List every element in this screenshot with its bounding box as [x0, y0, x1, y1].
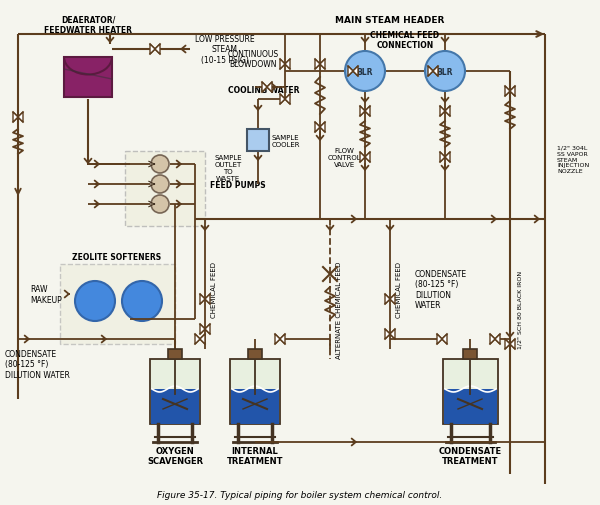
Text: CONDENSATE
(80-125 °F)
DILUTION
WATER: CONDENSATE (80-125 °F) DILUTION WATER — [415, 270, 467, 310]
Text: Figure 35-17. Typical piping for boiler system chemical control.: Figure 35-17. Typical piping for boiler … — [157, 490, 443, 499]
Polygon shape — [200, 294, 205, 305]
Circle shape — [122, 281, 162, 321]
Circle shape — [425, 52, 465, 92]
Bar — [248, 349, 262, 359]
Polygon shape — [205, 324, 210, 334]
Bar — [230, 359, 280, 424]
Text: 1/2" 304L
SS VAPOR
STEAM
INJECTION
NOZZLE: 1/2" 304L SS VAPOR STEAM INJECTION NOZZL… — [557, 145, 589, 174]
Polygon shape — [320, 60, 325, 70]
Text: FEED PUMPS: FEED PUMPS — [210, 180, 266, 189]
Polygon shape — [150, 45, 155, 55]
Polygon shape — [285, 95, 290, 105]
Text: ALTERNATE CHEMICAL FEED: ALTERNATE CHEMICAL FEED — [336, 261, 342, 358]
Circle shape — [75, 281, 115, 321]
Polygon shape — [200, 334, 205, 344]
Text: DEAERATOR/
FEEDWATER HEATER: DEAERATOR/ FEEDWATER HEATER — [44, 16, 132, 35]
Polygon shape — [510, 339, 515, 349]
Polygon shape — [280, 60, 285, 70]
Text: ZEOLITE SOFTENERS: ZEOLITE SOFTENERS — [73, 252, 161, 262]
Text: CHEMICAL FEED: CHEMICAL FEED — [211, 262, 217, 317]
Text: SAMPLE
COOLER: SAMPLE COOLER — [272, 135, 301, 147]
Polygon shape — [18, 113, 23, 123]
Polygon shape — [365, 153, 370, 163]
Polygon shape — [505, 87, 510, 97]
Polygon shape — [280, 95, 285, 105]
Bar — [64, 58, 112, 98]
Polygon shape — [280, 334, 285, 344]
Bar — [60, 265, 175, 344]
Circle shape — [151, 156, 169, 174]
Polygon shape — [505, 339, 510, 349]
Polygon shape — [385, 329, 390, 339]
Bar — [168, 349, 182, 359]
Polygon shape — [442, 334, 447, 344]
Polygon shape — [365, 107, 370, 117]
Text: BLR: BLR — [437, 67, 453, 76]
Polygon shape — [360, 107, 365, 117]
Circle shape — [345, 52, 385, 92]
Polygon shape — [262, 83, 267, 93]
Polygon shape — [433, 67, 438, 77]
Text: CONTINUOUS
BLOWDOWN: CONTINUOUS BLOWDOWN — [227, 50, 278, 69]
Polygon shape — [200, 324, 205, 334]
Text: COOLING WATER: COOLING WATER — [228, 85, 299, 94]
Polygon shape — [490, 334, 495, 344]
Polygon shape — [315, 123, 320, 133]
Polygon shape — [445, 107, 450, 117]
Polygon shape — [315, 60, 320, 70]
Bar — [463, 349, 477, 359]
Bar — [444, 389, 497, 424]
Text: CHEMICAL FEED
CONNECTION: CHEMICAL FEED CONNECTION — [370, 30, 440, 50]
Text: LOW PRESSURE
STEAM
(10-15 PSIG): LOW PRESSURE STEAM (10-15 PSIG) — [195, 35, 254, 65]
Circle shape — [151, 195, 169, 214]
Text: RAW
MAKEUP: RAW MAKEUP — [30, 285, 62, 304]
Polygon shape — [385, 294, 390, 305]
Polygon shape — [353, 67, 358, 77]
Polygon shape — [440, 107, 445, 117]
Polygon shape — [267, 83, 272, 93]
Circle shape — [151, 176, 169, 193]
Polygon shape — [320, 123, 325, 133]
Bar — [125, 152, 205, 227]
Polygon shape — [495, 334, 500, 344]
Text: CONDENSATE
(80-125 °F)
DILUTION WATER: CONDENSATE (80-125 °F) DILUTION WATER — [5, 349, 70, 379]
Polygon shape — [205, 294, 210, 305]
Polygon shape — [445, 153, 450, 163]
Text: 1/2" SCH 80 BLACK IRON: 1/2" SCH 80 BLACK IRON — [518, 270, 523, 348]
Polygon shape — [390, 294, 395, 305]
Text: FLOW
CONTROL
VALVE: FLOW CONTROL VALVE — [328, 147, 362, 168]
Text: CONDENSATE
TREATMENT: CONDENSATE TREATMENT — [439, 446, 502, 466]
Polygon shape — [390, 329, 395, 339]
Bar — [247, 130, 269, 152]
Polygon shape — [360, 153, 365, 163]
Polygon shape — [285, 60, 290, 70]
Bar — [150, 359, 200, 424]
Bar — [443, 359, 498, 424]
Text: CHEMICAL FEED: CHEMICAL FEED — [396, 262, 402, 317]
Polygon shape — [275, 334, 280, 344]
Polygon shape — [348, 67, 353, 77]
Text: BLR: BLR — [357, 67, 373, 76]
Text: SAMPLE
OUTLET
TO
WASTE: SAMPLE OUTLET TO WASTE — [214, 155, 242, 182]
Polygon shape — [13, 113, 18, 123]
Polygon shape — [510, 87, 515, 97]
Text: INTERNAL
TREATMENT: INTERNAL TREATMENT — [227, 446, 283, 466]
Bar — [151, 389, 199, 424]
Polygon shape — [195, 334, 200, 344]
Wedge shape — [64, 58, 112, 82]
Polygon shape — [440, 153, 445, 163]
Text: MAIN STEAM HEADER: MAIN STEAM HEADER — [335, 16, 445, 25]
Polygon shape — [155, 45, 160, 55]
Polygon shape — [428, 67, 433, 77]
Polygon shape — [437, 334, 442, 344]
Bar — [231, 389, 279, 424]
Text: OXYGEN
SCAVENGER: OXYGEN SCAVENGER — [147, 446, 203, 466]
